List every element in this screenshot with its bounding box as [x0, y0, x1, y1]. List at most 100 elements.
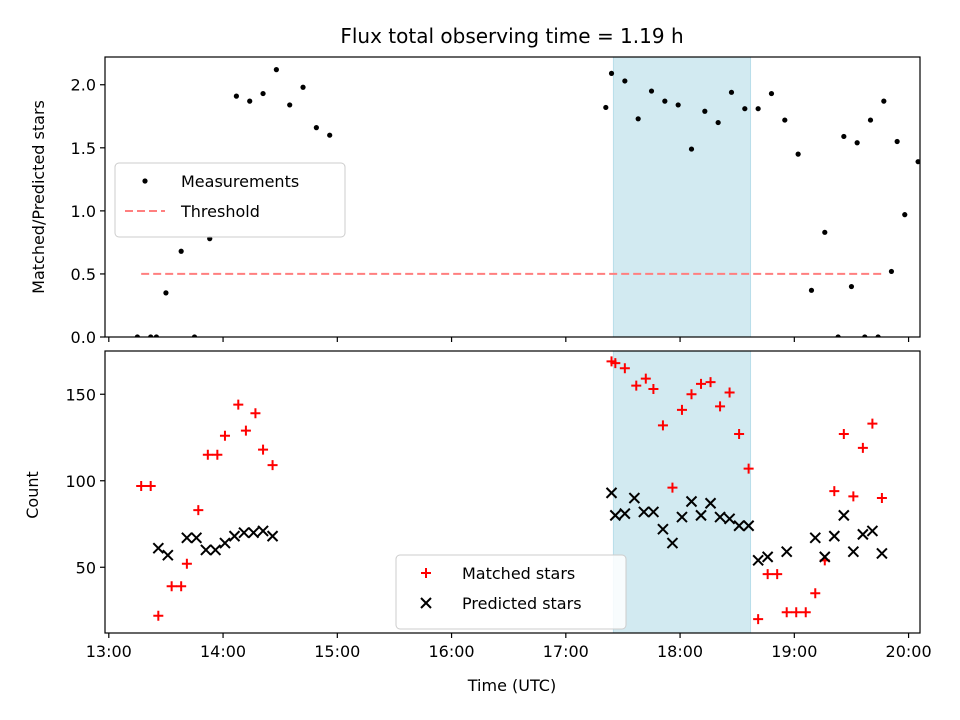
measurement-point — [902, 212, 908, 218]
bottom-x-tick-label: 13:00 — [86, 642, 132, 661]
matched-star-point — [676, 404, 687, 415]
bottom-y-tick-label: 50 — [76, 558, 96, 577]
matched-star-point — [176, 581, 187, 592]
matched-star-point — [202, 449, 213, 460]
top-chart-title: Flux total observing time = 1.19 h — [340, 24, 683, 48]
measurement-point — [300, 84, 306, 90]
predicted-star-point — [152, 542, 165, 554]
matched-star-point — [631, 380, 642, 391]
predicted-star-point — [266, 530, 279, 542]
measurement-point — [260, 90, 266, 97]
matched-star-point — [667, 482, 678, 493]
predicted-star-point — [676, 511, 688, 523]
measurement-point — [327, 132, 333, 138]
predicted-star-point — [828, 530, 841, 542]
top-series-0 — [134, 67, 920, 337]
measurement-point — [768, 90, 775, 97]
bottom-legend-box — [395, 554, 627, 630]
bottom-x-tick-label: 20:00 — [886, 642, 932, 661]
bottom-x-tick-label: 16:00 — [429, 642, 475, 661]
measurements-legend-marker — [142, 178, 148, 184]
matched-star-point — [136, 480, 147, 491]
x-axis-label: Time (UTC) — [467, 676, 556, 695]
predicted-star-point — [819, 551, 831, 563]
bottom-panel: 50 100 150 13:00 14:00 15:00 16:00 17:00 18:00 19… — [65, 350, 932, 661]
matched-star-point — [838, 429, 849, 440]
matched-star-point — [648, 384, 659, 395]
predicted-star-point — [857, 528, 869, 541]
matched-star-point — [181, 558, 192, 569]
measurement-point — [848, 283, 855, 290]
measurement-point — [795, 151, 801, 157]
measurement-point — [178, 248, 184, 254]
measurement-point — [233, 93, 239, 99]
measurement-point — [782, 117, 788, 123]
matched-star-point — [876, 493, 887, 504]
predicted-star-point — [714, 511, 726, 523]
matched-star-point — [762, 569, 773, 580]
predicted-star-point — [628, 492, 641, 504]
matched-star-point — [250, 408, 261, 419]
measurement-point — [608, 70, 615, 76]
predicted-star-point — [257, 525, 269, 537]
measurement-point — [313, 125, 319, 131]
bottom-y-tick-label: 150 — [65, 385, 96, 404]
predicted-star-point — [742, 520, 755, 532]
measurement-point — [841, 133, 847, 140]
top-legend: Measurements Threshold — [114, 162, 346, 238]
matched-star-point — [166, 581, 177, 592]
predicted-star-point — [238, 526, 250, 539]
predicted-star-point — [780, 545, 793, 558]
matched-star-point — [791, 607, 802, 618]
measurement-point — [148, 334, 154, 337]
measurement-point — [862, 334, 868, 337]
measurement-point — [808, 287, 815, 293]
measurement-point — [163, 290, 169, 296]
measurement-point — [702, 108, 708, 114]
top-y-tick-label: 1.0 — [71, 202, 96, 221]
predicted-star-point — [666, 537, 679, 549]
matched-star-point — [258, 444, 269, 455]
predicted-star-point — [733, 520, 745, 532]
matched-star-point — [686, 389, 697, 400]
bottom-legend-label: Predicted stars — [462, 594, 582, 613]
predicted-star-point — [685, 495, 698, 508]
measurement-point — [273, 67, 279, 73]
predicted-star-point — [761, 551, 774, 563]
bottom-axes-frame — [104, 350, 921, 634]
predicted-star-point — [838, 509, 850, 522]
matched-star-point — [800, 607, 811, 618]
predicted-star-point — [704, 497, 717, 509]
measurement-point — [153, 334, 160, 337]
bottom-legend-label: Matched stars — [462, 564, 575, 583]
bottom-series-1 — [152, 487, 888, 567]
matched-star-point — [829, 486, 840, 497]
matched-star-point — [267, 460, 278, 471]
top-y-tick-label: 1.5 — [71, 139, 96, 158]
bottom-y-tick-label: 100 — [65, 472, 96, 491]
measurement-point — [728, 89, 735, 95]
predicted-star-point — [609, 509, 622, 522]
measurement-point — [822, 229, 828, 235]
bottom-y-axis-label: Count — [23, 471, 42, 519]
predicted-star-point — [181, 532, 193, 544]
matched-star-point — [219, 430, 230, 441]
matched-stars-legend-marker — [421, 568, 431, 578]
matched-star-point — [705, 377, 716, 388]
bottom-plot-area — [136, 351, 888, 633]
measurement-point — [675, 102, 681, 108]
measurement-point — [894, 138, 900, 145]
predicted-star-point — [695, 509, 707, 522]
measurement-point — [715, 119, 721, 126]
measurement-point — [867, 117, 874, 123]
predicted-star-point — [619, 507, 631, 520]
bottom-shaded-interval — [612, 351, 752, 633]
matched-star-point — [610, 358, 621, 369]
bottom-legend: Matched stars Predicted stars — [395, 554, 627, 630]
predicted-star-point — [200, 544, 212, 556]
predicted-stars-legend-marker — [420, 597, 432, 609]
predicted-star-point — [866, 525, 879, 537]
measurement-point — [662, 98, 668, 104]
measurement-point — [191, 334, 198, 337]
